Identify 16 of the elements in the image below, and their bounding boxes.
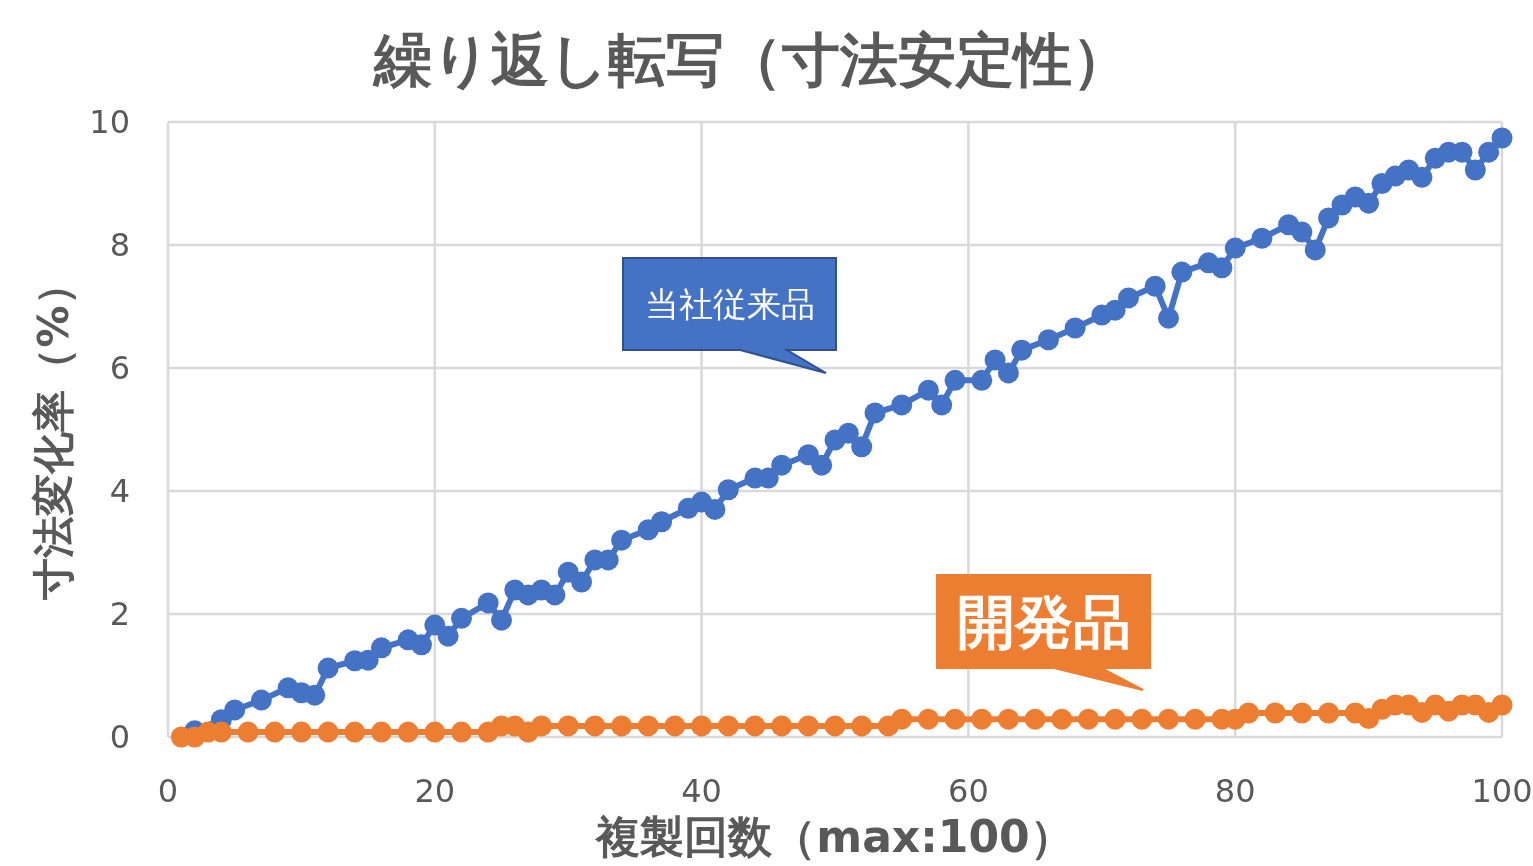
y-tick-label: 10: [89, 103, 130, 141]
y-tick-label: 2: [109, 595, 130, 633]
y-tick-label: 8: [109, 226, 130, 264]
y-tick-label: 0: [109, 718, 130, 756]
x-tick-label: 100: [1471, 772, 1533, 810]
x-tick-label: 60: [948, 772, 989, 810]
series-label: 開発品: [956, 588, 1131, 657]
x-axis-title: 複製回数（max:100）: [594, 811, 1074, 862]
x-tick-label: 80: [1214, 772, 1256, 810]
y-tick-label: 4: [109, 472, 130, 510]
x-tick-label: 0: [157, 772, 179, 810]
x-tick-label: 40: [681, 772, 722, 810]
y-tick-label: 6: [109, 349, 130, 387]
x-tick-label: 20: [414, 772, 456, 810]
chart-title: 繰り返し転写（寸法安定性）: [372, 26, 1130, 94]
y-axis-title: 寸法変化率（%）: [29, 263, 78, 601]
